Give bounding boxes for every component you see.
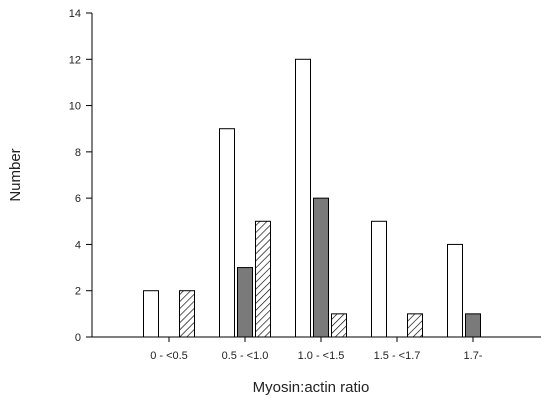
y-tick-label: 8: [75, 147, 81, 159]
bar-series-2-2: [313, 197, 329, 338]
bar-series-3-0: [179, 290, 195, 338]
bar-series-1-4: [447, 243, 463, 338]
y-axis-label: Number: [7, 148, 24, 201]
x-tick-label: 0 - <0.5: [150, 350, 188, 362]
x-ticks-group: 0 - <0.5 0.5 - <1.0 1.0 - <1.5 1.5 - <1.7 1.…: [150, 337, 483, 362]
bar-series-1-2: [295, 58, 311, 338]
y-tick-label: 6: [75, 193, 81, 205]
bar-series-3-3: [407, 313, 423, 338]
bar-series-2-4: [465, 313, 481, 338]
bar-series-1-1: [219, 128, 235, 338]
x-tick-label: 1.7-: [464, 350, 483, 362]
bar-series-2-1: [237, 267, 253, 338]
bars-group: [143, 58, 481, 338]
x-axis-label: Myosin:actin ratio: [253, 379, 370, 396]
bar-series-1-0: [143, 290, 159, 338]
x-tick-label: 1.5 - <1.7: [374, 350, 421, 362]
y-tick-label: 2: [75, 286, 81, 298]
y-ticks-group: 0 2 4 6 8 10 12 14: [69, 8, 92, 344]
bar-series-3-2: [331, 313, 347, 338]
y-tick-label: 0: [75, 332, 81, 344]
y-tick-label: 4: [75, 239, 81, 251]
x-tick-label: 0.5 - <1.0: [222, 350, 269, 362]
bar-series-1-3: [371, 220, 387, 338]
y-tick-label: 10: [69, 101, 81, 113]
y-tick-label: 14: [69, 8, 81, 20]
bar-series-3-1: [255, 220, 271, 338]
y-tick-label: 12: [69, 54, 81, 66]
x-tick-label: 1.0 - <1.5: [298, 350, 345, 362]
